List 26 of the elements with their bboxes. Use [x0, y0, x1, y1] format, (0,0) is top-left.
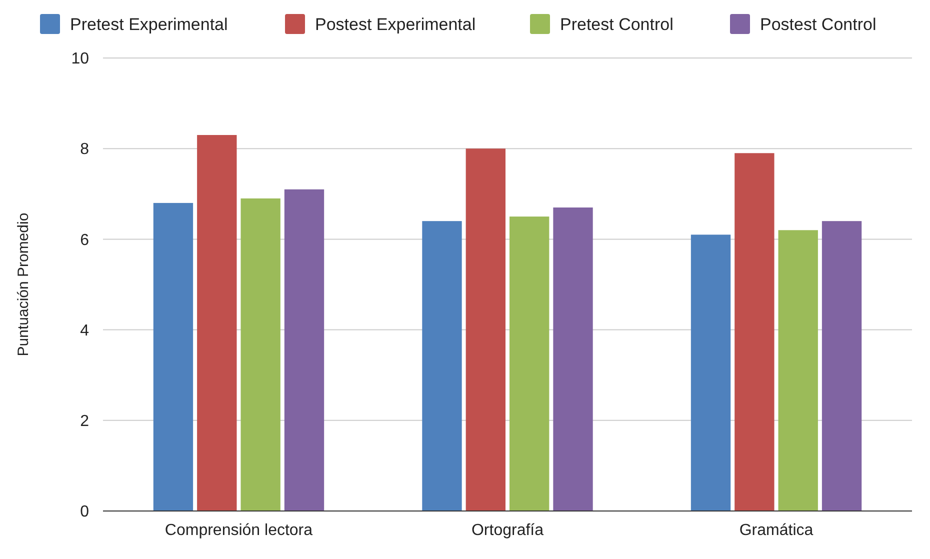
y-tick-label: 4: [80, 322, 90, 340]
legend-label: Postest Experimental: [315, 14, 476, 34]
bar: [466, 148, 506, 511]
bar: [553, 207, 593, 511]
y-tick-label: 0: [80, 504, 90, 521]
bar: [422, 221, 462, 511]
x-tick-label: Comprensión lectora: [164, 522, 313, 539]
x-tick-label: Ortografía: [471, 522, 544, 539]
legend-label: Pretest Control: [560, 14, 674, 34]
bar: [734, 153, 774, 511]
bar: [153, 202, 194, 511]
y-tick-label: 2: [80, 413, 90, 430]
bar: [690, 234, 731, 511]
bar: [240, 198, 280, 511]
y-tick-label: 8: [80, 141, 90, 158]
bar: [778, 230, 818, 511]
bar: [197, 135, 237, 511]
legend-label: Pretest Experimental: [70, 14, 228, 34]
legend-label: Postest Control: [760, 14, 876, 34]
bar: [822, 221, 862, 511]
bar: [510, 216, 550, 511]
y-axis-title: Puntuación Promedio: [15, 212, 32, 356]
x-tick-label: Gramática: [739, 522, 814, 539]
bar: [284, 189, 324, 511]
y-tick-label: 6: [80, 232, 90, 249]
y-tick-label: 10: [71, 50, 90, 68]
